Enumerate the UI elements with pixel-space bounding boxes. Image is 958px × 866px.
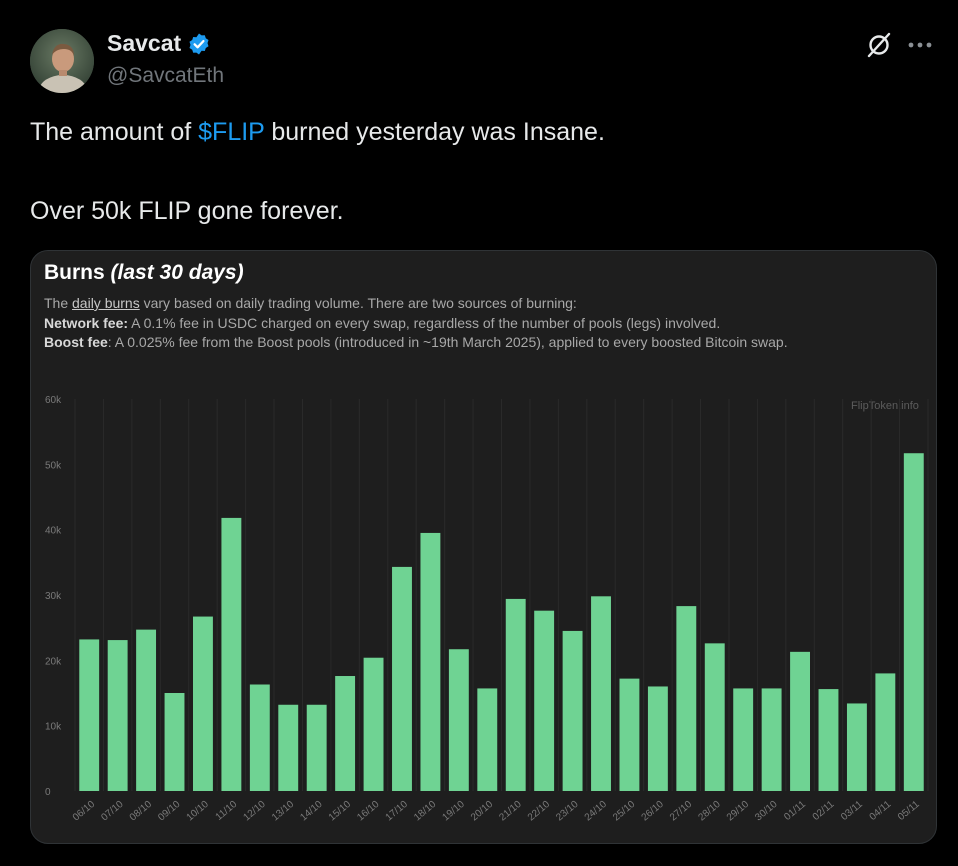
desc-text: : A 0.025% fee from the Boost pools (int…	[107, 334, 788, 350]
chart-description-1: The daily burns vary based on daily trad…	[44, 295, 577, 311]
network-fee-label: Network fee:	[44, 315, 129, 331]
bar	[477, 688, 498, 791]
x-tick-label: 15/10	[327, 799, 354, 824]
grok-icon[interactable]	[865, 31, 893, 59]
avatar-image	[30, 29, 94, 93]
bar	[704, 643, 725, 791]
avatar[interactable]	[30, 29, 94, 93]
media-card[interactable]: Burns (last 30 days) The daily burns var…	[30, 250, 937, 844]
y-tick-label: 60k	[45, 395, 62, 406]
y-tick-label: 30k	[45, 591, 62, 602]
y-tick-label: 20k	[45, 656, 62, 667]
boost-fee-label: Boost fee	[44, 334, 108, 350]
bar	[647, 686, 668, 791]
x-tick-label: 18/10	[412, 799, 439, 824]
x-tick-label: 10/10	[185, 799, 212, 824]
chart-description-3: Boost fee: A 0.025% fee from the Boost p…	[44, 334, 788, 350]
cashtag-link[interactable]: $FLIP	[198, 118, 265, 146]
x-tick-label: 22/10	[526, 799, 553, 824]
x-tick-label: 24/10	[583, 799, 610, 824]
x-tick-label: 14/10	[298, 799, 325, 824]
bar	[534, 610, 555, 791]
x-tick-label: 17/10	[384, 799, 411, 824]
bar	[619, 678, 640, 791]
bar	[790, 651, 811, 791]
desc-text: A 0.1% fee in USDC charged on every swap…	[128, 315, 721, 331]
x-tick-label: 19/10	[441, 799, 468, 824]
x-tick-label: 26/10	[640, 799, 667, 824]
bar	[591, 596, 611, 791]
tweet-text-line-2: Over 50k FLIP gone forever.	[30, 197, 344, 225]
desc-text: The	[44, 295, 73, 311]
x-tick-label: 21/10	[497, 799, 524, 824]
y-tick-label: 10k	[45, 722, 62, 733]
bar	[306, 704, 327, 791]
x-tick-label: 23/10	[554, 799, 581, 824]
bar	[79, 639, 100, 791]
author-name-text[interactable]: Savcat	[107, 30, 182, 56]
watermark: FlipToken.info	[851, 400, 919, 412]
tweet-text-segment: burned yesterday was Insane.	[264, 118, 605, 146]
bar	[249, 684, 270, 791]
bar	[392, 566, 412, 791]
x-tick-label: 29/10	[725, 799, 752, 824]
x-tick-label: 20/10	[469, 799, 496, 824]
verified-badge-icon	[189, 33, 209, 54]
bar	[192, 616, 213, 791]
daily-burns-link: daily burns	[72, 295, 140, 311]
x-tick-label: 05/11	[896, 799, 922, 823]
bar	[107, 640, 128, 791]
x-tick-label: 09/10	[156, 799, 183, 824]
more-options-icon[interactable]	[905, 30, 935, 58]
x-tick-label: 27/10	[668, 799, 695, 824]
x-tick-label: 28/10	[696, 799, 723, 824]
x-tick-label: 25/10	[611, 799, 638, 824]
bar	[562, 630, 583, 791]
x-tick-label: 06/10	[71, 799, 98, 824]
chart-title-main: Burns	[44, 261, 105, 284]
x-tick-label: 04/11	[868, 799, 894, 823]
x-tick-label: 30/10	[753, 799, 780, 824]
x-tick-label: 03/11	[839, 799, 865, 823]
chart-title-italic: (last 30 days)	[110, 261, 244, 284]
bar	[505, 598, 526, 791]
y-tick-label: 0	[45, 787, 51, 798]
x-tick-label: 08/10	[128, 799, 155, 824]
bar	[733, 688, 754, 791]
author-name[interactable]: Savcat	[107, 30, 211, 57]
x-tick-label: 01/11	[782, 799, 808, 823]
bar	[221, 517, 242, 791]
bar	[335, 676, 356, 791]
bar	[818, 689, 839, 791]
bar	[278, 704, 299, 791]
chart-title: Burns (last 30 days)	[44, 261, 244, 285]
bar	[676, 606, 697, 791]
x-tick-label: 16/10	[355, 799, 382, 824]
tweet-text-line-1: The amount of $FLIP burned yesterday was…	[30, 118, 605, 147]
bar	[448, 649, 469, 791]
chart-description-2: Network fee: A 0.1% fee in USDC charged …	[44, 315, 720, 331]
x-tick-label: 13/10	[270, 799, 297, 824]
bar	[846, 703, 867, 791]
bar	[420, 532, 441, 791]
author-handle[interactable]: @SavcatEth	[107, 64, 225, 87]
bar	[903, 453, 924, 791]
desc-text: vary based on daily trading volume. Ther…	[139, 295, 577, 311]
bar	[164, 693, 185, 791]
bar	[136, 629, 157, 791]
y-tick-label: 50k	[45, 460, 62, 471]
bar	[875, 673, 896, 791]
x-tick-label: 11/10	[214, 799, 240, 823]
bar	[363, 657, 384, 791]
x-tick-label: 02/11	[811, 799, 837, 823]
tweet-text-segment: The amount of	[30, 118, 199, 146]
x-tick-label: 12/10	[241, 799, 268, 824]
y-tick-label: 40k	[45, 526, 62, 537]
x-tick-label: 07/10	[99, 799, 126, 824]
bar	[761, 688, 782, 791]
